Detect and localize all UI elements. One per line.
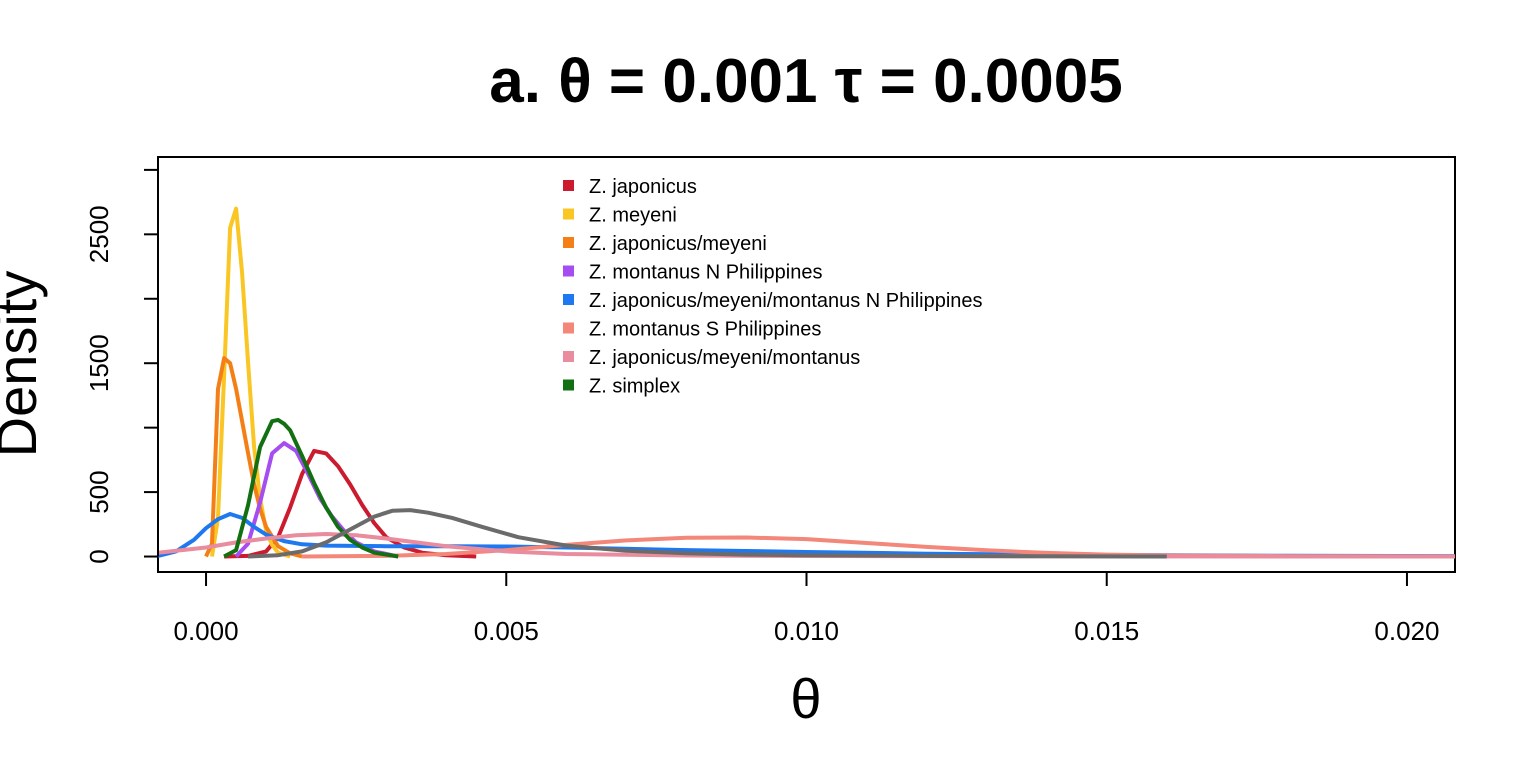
- legend-swatch: [563, 237, 574, 248]
- x-tick-label: 0.020: [1374, 616, 1439, 646]
- x-tick-label: 0.010: [774, 616, 839, 646]
- x-axis: 0.000 0.005 0.010 0.015 0.020: [173, 571, 1440, 646]
- legend-swatch: [563, 265, 574, 277]
- legend-swatch: [563, 180, 574, 191]
- legend-label: Z. japonicus: [589, 176, 697, 198]
- y-tick-label: 500: [84, 470, 114, 513]
- x-tick-label: 0.000: [173, 616, 238, 646]
- series-line-2: [204, 356, 303, 559]
- x-tick-label: 0.015: [1074, 616, 1139, 646]
- legend-label: Z. meyeni: [589, 205, 677, 227]
- legend-label: Z. japonicus/meyeni/montanus N Philippin…: [589, 290, 983, 312]
- y-axis-label: Density: [0, 271, 48, 458]
- series-line-7: [223, 417, 399, 559]
- legend-label: Z. simplex: [589, 376, 680, 398]
- series-line-8: [248, 508, 1167, 559]
- legend-label: Z. japonicus/meyeni: [589, 233, 767, 255]
- legend-swatch: [563, 351, 574, 362]
- chart-title: a. θ = 0.001 τ = 0.0005: [489, 47, 1122, 116]
- x-tick-label: 0.005: [474, 616, 539, 646]
- y-tick-label: 0: [84, 549, 114, 563]
- legend-swatch: [563, 379, 574, 391]
- legend: Z. japonicus Z. meyeni Z. japonicus/meyeni…: [563, 176, 983, 398]
- series-line-1: [210, 206, 291, 559]
- legend-swatch: [563, 208, 574, 220]
- y-axis: 0 500 1500 2500: [84, 168, 159, 564]
- y-tick-label: 2500: [84, 205, 114, 263]
- legend-swatch: [563, 322, 574, 334]
- series-lines: [158, 206, 1455, 559]
- x-axis-label: θ: [790, 667, 821, 730]
- legend-label: Z. montanus S Philippines: [589, 319, 821, 341]
- legend-label: Z. japonicus/meyeni/montanus: [589, 347, 860, 369]
- legend-label: Z. montanus N Philippines: [589, 262, 822, 284]
- legend-swatch: [563, 294, 574, 305]
- y-tick-label: 1500: [84, 334, 114, 392]
